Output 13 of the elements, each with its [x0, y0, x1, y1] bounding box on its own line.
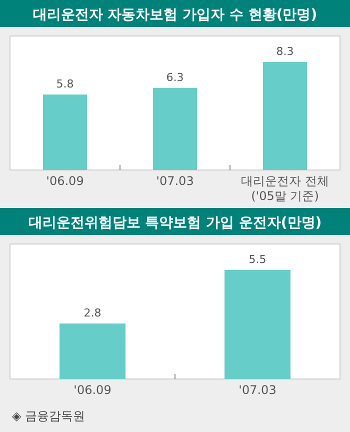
x-tick-label: '07.03 [238, 383, 276, 397]
data-label: 2.8 [84, 306, 102, 320]
data-label: 8.3 [276, 45, 294, 58]
chart-title: 대리운전자 자동차보험 가입자 수 현황(만명) [32, 7, 318, 23]
data-label: 5.8 [56, 78, 74, 91]
chart-title: 대리운전위험담보 특약보험 가입 운전자(만명) [28, 215, 322, 231]
x-tick-label: '06.09 [46, 174, 84, 188]
x-tick-label: 대리운전자 전체 ('05말 기준) [241, 174, 329, 203]
data-label: 6.3 [166, 71, 184, 84]
text: ◈ 금융감독원 [12, 409, 86, 423]
x-tick-label: '07.03 [156, 174, 194, 188]
x-tick-label: '06.09 [74, 383, 112, 397]
data-label: 5.5 [248, 253, 266, 266]
